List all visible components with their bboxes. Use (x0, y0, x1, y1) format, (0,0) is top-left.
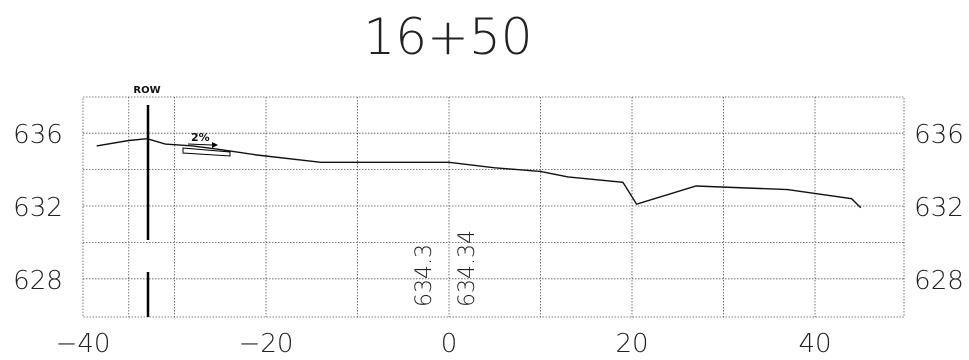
y-tick-label-left: 636 (13, 120, 63, 150)
pavement-section: 2% (182, 131, 231, 157)
y-tick-label-left: 628 (13, 266, 63, 296)
x-tick-label: 0 (441, 329, 458, 359)
right-of-way: ROW (133, 85, 161, 317)
row-label: ROW (133, 85, 160, 96)
pavement-slab (182, 147, 231, 157)
x-tick-label: 20 (615, 329, 648, 359)
slope-arrow (187, 143, 213, 146)
grid-lines (83, 97, 904, 317)
slope-arrow-head (212, 142, 218, 148)
y-axis-labels-left: 636 632 628 (13, 120, 63, 296)
x-tick-label: −40 (56, 329, 111, 359)
x-tick-label: −20 (239, 329, 294, 359)
plot-frame (82, 96, 905, 318)
ground-profile-line (96, 137, 862, 209)
section-title: 16+50 (363, 8, 532, 66)
elevation-label: 634.3 (412, 244, 437, 307)
y-tick-label-left: 632 (13, 193, 63, 223)
elevation-label: 634.34 (455, 230, 480, 307)
x-axis-labels: −40 −20 0 20 40 (56, 329, 832, 359)
y-tick-label-right: 632 (914, 193, 964, 223)
x-tick-label: 40 (798, 329, 831, 359)
slope-label: 2% (191, 131, 210, 144)
y-tick-label-right: 636 (914, 120, 964, 150)
y-tick-label-right: 628 (914, 266, 964, 296)
y-axis-labels-right: 636 632 628 (914, 120, 964, 296)
